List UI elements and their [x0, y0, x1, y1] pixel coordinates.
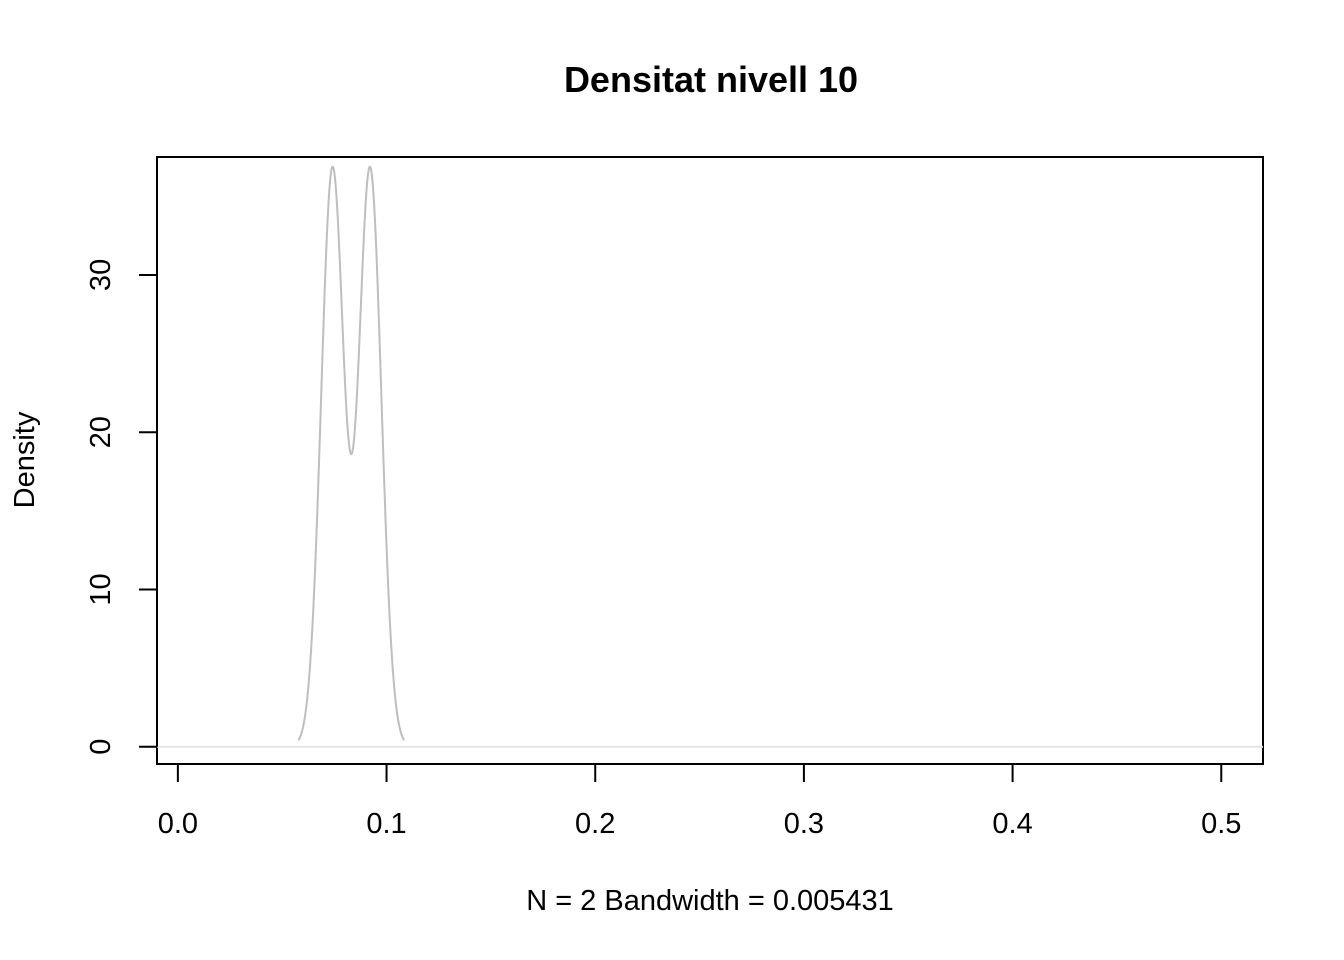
- x-axis: 0.0 0.1 0.2 0.3 0.4 0.5: [158, 763, 1241, 840]
- chart-title: Densitat nivell 10: [564, 59, 858, 100]
- y-tick-label: 30: [85, 259, 117, 291]
- y-tick-label: 0: [85, 739, 117, 755]
- y-tick-label: 10: [85, 573, 117, 605]
- y-axis-label: Density: [9, 411, 41, 508]
- density-curve: [297, 165, 405, 741]
- x-tick-label: 0.5: [1201, 808, 1241, 840]
- x-axis-label: N = 2 Bandwidth = 0.005431: [526, 885, 894, 917]
- x-tick-label: 0.4: [992, 808, 1032, 840]
- x-tick-label: 0.1: [366, 808, 406, 840]
- y-axis: 0 10 20 30: [85, 259, 158, 755]
- x-tick-label: 0.3: [784, 808, 824, 840]
- x-tick-label: 0.0: [158, 808, 198, 840]
- plot-frame: [156, 156, 1264, 765]
- x-tick-label: 0.2: [575, 808, 615, 840]
- y-tick-label: 20: [85, 416, 117, 448]
